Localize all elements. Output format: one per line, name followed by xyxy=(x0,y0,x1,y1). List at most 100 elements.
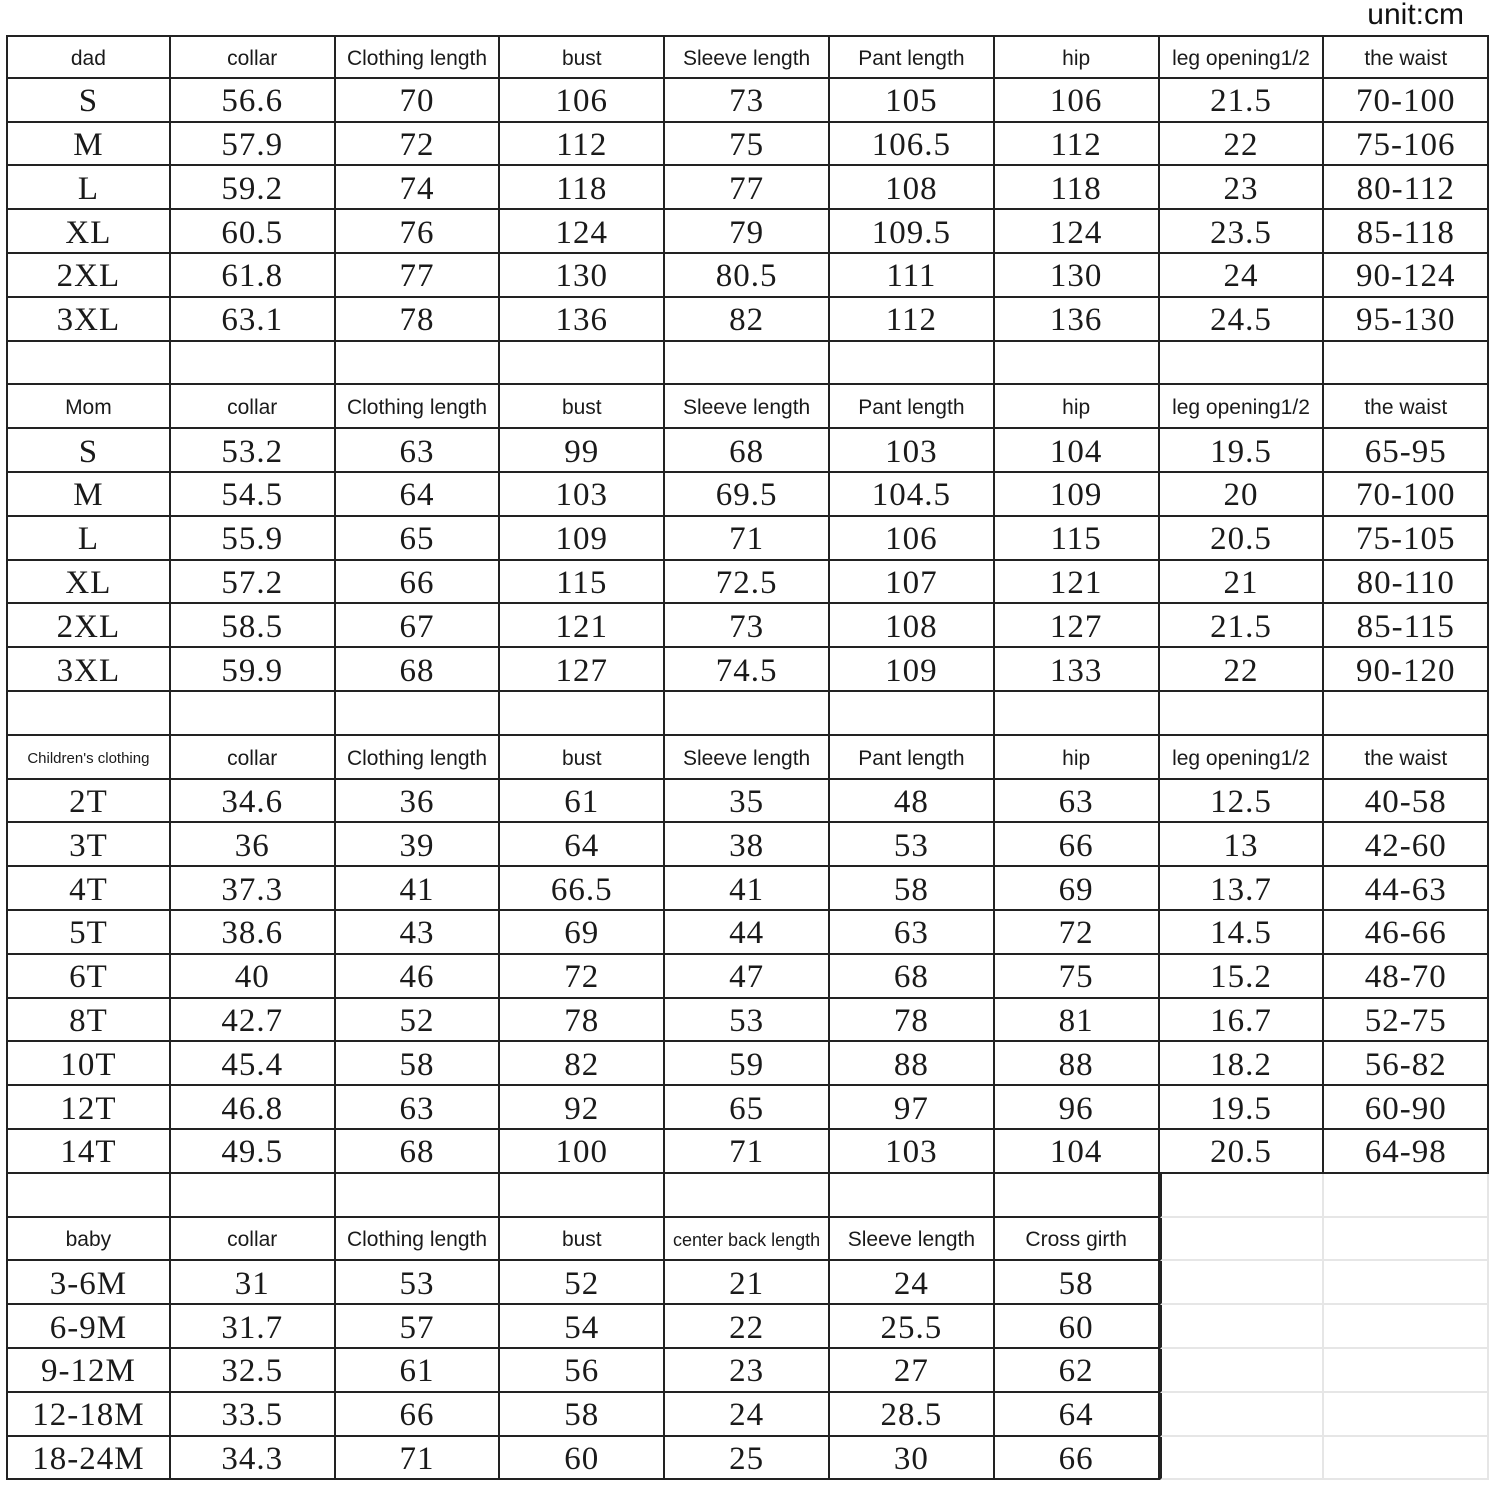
baby-header-cell: Clothing length xyxy=(335,1217,501,1262)
children-table-cell: 41 xyxy=(665,867,830,911)
mom-table-cell: 74.5 xyxy=(665,648,830,692)
mom-table-cell: 19.5 xyxy=(1159,429,1325,473)
dad-table-cell: 85-118 xyxy=(1324,210,1490,254)
mom-table-cell: 75-105 xyxy=(1324,516,1490,561)
baby-table-cell: 28.5 xyxy=(829,1392,995,1437)
baby-table-cell: 12-18M xyxy=(6,1392,171,1437)
children-table-cell: 96 xyxy=(994,1086,1160,1130)
mom-header-cell: Sleeve length xyxy=(665,385,830,430)
dad-table-cell: 75-106 xyxy=(1324,122,1490,167)
mom-table-cell: 103 xyxy=(500,472,666,517)
children-table-cell: 65 xyxy=(665,1086,830,1130)
spacer-cell xyxy=(665,341,830,386)
mom-table-cell: 71 xyxy=(665,516,830,561)
children-table-cell: 36 xyxy=(170,823,336,868)
mom-table-cell: 109 xyxy=(994,472,1160,517)
spacer-cell xyxy=(994,1173,1160,1218)
dad-table-cell: 22 xyxy=(1159,122,1325,167)
children-table-cell: 53 xyxy=(829,823,995,868)
dad-header-cell: Sleeve length xyxy=(665,35,830,79)
empty-cell xyxy=(1324,1392,1490,1437)
mom-table-cell: 90-120 xyxy=(1324,648,1490,692)
children-table-cell: 88 xyxy=(829,1042,995,1087)
children-table-cell: 35 xyxy=(665,779,830,824)
children-table-cell: 13.7 xyxy=(1159,867,1325,911)
dad-table-cell: L xyxy=(6,166,171,211)
spacer-cell xyxy=(170,691,336,736)
mom-table-cell: 3XL xyxy=(6,648,171,692)
baby-header-cell: Cross girth xyxy=(994,1217,1160,1262)
spacer-cell xyxy=(829,1173,995,1218)
children-table-cell: 69 xyxy=(500,910,666,955)
baby-table-cell: 32.5 xyxy=(170,1348,336,1393)
dad-table-cell: 72 xyxy=(335,122,501,167)
children-table-cell: 12T xyxy=(6,1086,171,1130)
mom-header-cell: the waist xyxy=(1324,385,1490,430)
empty-cell xyxy=(1324,1217,1490,1262)
children-table-cell: 47 xyxy=(665,954,830,999)
mom-table-cell: 59.9 xyxy=(170,648,336,692)
size-chart-table: dad collar Clothing length bust Sleeve lengt… xyxy=(6,35,1490,1481)
mom-header-cell: hip xyxy=(994,385,1160,430)
dad-header-cell: leg opening1/2 xyxy=(1159,35,1325,79)
baby-table-cell: 64 xyxy=(994,1392,1160,1437)
dad-table-cell: 106 xyxy=(500,78,666,123)
children-table-cell: 63 xyxy=(829,910,995,955)
dad-table-cell: 73 xyxy=(665,78,830,123)
dad-table-cell: 108 xyxy=(829,166,995,211)
dad-table-cell: 82 xyxy=(665,297,830,342)
children-table-cell: 15.2 xyxy=(1159,954,1325,999)
children-table-cell: 78 xyxy=(500,998,666,1043)
mom-table-cell: 65-95 xyxy=(1324,429,1490,473)
children-header-cell: the waist xyxy=(1324,735,1490,780)
baby-table-cell: 6-9M xyxy=(6,1305,171,1349)
empty-cell xyxy=(1159,1217,1325,1262)
children-table-cell: 39 xyxy=(335,823,501,868)
empty-cell xyxy=(1324,1173,1490,1218)
mom-table-cell: 109 xyxy=(829,648,995,692)
children-table-cell: 46.8 xyxy=(170,1086,336,1130)
baby-table-cell: 31 xyxy=(170,1261,336,1306)
children-table-cell: 75 xyxy=(994,954,1160,999)
mom-header-cell: Mom xyxy=(6,385,171,430)
baby-table-cell: 22 xyxy=(665,1305,830,1349)
baby-table-cell: 25.5 xyxy=(829,1305,995,1349)
baby-table-cell: 53 xyxy=(335,1261,501,1306)
children-table-cell: 49.5 xyxy=(170,1129,336,1174)
dad-table-cell: M xyxy=(6,122,171,167)
empty-cell xyxy=(1324,1305,1490,1349)
dad-table-cell: 61.8 xyxy=(170,253,336,298)
dad-header-cell: dad xyxy=(6,35,171,79)
children-table-cell: 40 xyxy=(170,954,336,999)
mom-table-cell: 63 xyxy=(335,429,501,473)
dad-table-cell: 70-100 xyxy=(1324,78,1490,123)
dad-table-cell: 80.5 xyxy=(665,253,830,298)
dad-header-cell: collar xyxy=(170,35,336,79)
children-table-cell: 8T xyxy=(6,998,171,1043)
mom-table-cell: 121 xyxy=(500,604,666,649)
children-table-cell: 38 xyxy=(665,823,830,868)
mom-table-cell: 68 xyxy=(665,429,830,473)
mom-table-cell: 2XL xyxy=(6,604,171,649)
mom-table-cell: 54.5 xyxy=(170,472,336,517)
baby-header-cell: center back length xyxy=(665,1217,830,1262)
children-table-cell: 16.7 xyxy=(1159,998,1325,1043)
dad-table-cell: 118 xyxy=(994,166,1160,211)
dad-table-cell: 124 xyxy=(994,210,1160,254)
dad-table-cell: 130 xyxy=(994,253,1160,298)
dad-table-cell: 78 xyxy=(335,297,501,342)
mom-table-cell: 107 xyxy=(829,560,995,605)
empty-cell xyxy=(1159,1392,1325,1437)
children-table-cell: 64-98 xyxy=(1324,1129,1490,1174)
children-table-cell: 48-70 xyxy=(1324,954,1490,999)
children-table-cell: 4T xyxy=(6,867,171,911)
baby-table-cell: 24 xyxy=(829,1261,995,1306)
children-table-cell: 46 xyxy=(335,954,501,999)
children-header-cell: Sleeve length xyxy=(665,735,830,780)
children-table-cell: 6T xyxy=(6,954,171,999)
baby-table-cell: 60 xyxy=(500,1436,666,1481)
baby-table-cell: 3-6M xyxy=(6,1261,171,1306)
spacer-cell xyxy=(500,341,666,386)
children-header-cell: Clothing length xyxy=(335,735,501,780)
mom-table-cell: 72.5 xyxy=(665,560,830,605)
